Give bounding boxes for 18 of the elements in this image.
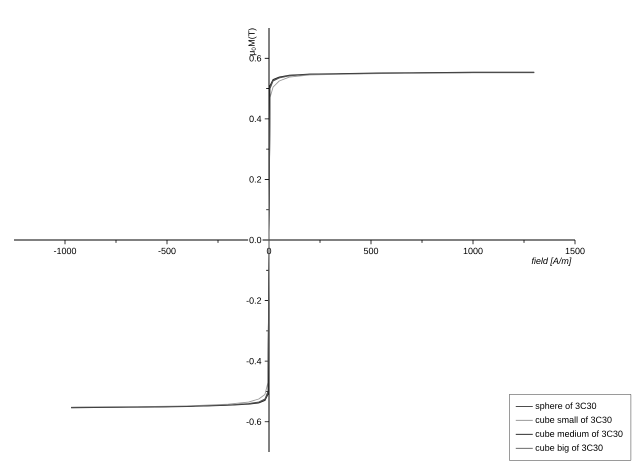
y-axis-title: μ$_{0}$M(T) — [248, 28, 257, 56]
x-axis-title: field [A/m] — [532, 257, 572, 266]
legend-label: cube medium of 3C30 — [536, 430, 623, 437]
x-tick-label: 500 — [364, 248, 378, 254]
x-tick-label: -1000 — [54, 248, 76, 254]
y-tick-label: -0.6 — [246, 418, 262, 425]
legend-label: cube small of 3C30 — [536, 416, 612, 423]
legend-label: cube big of 3C30 — [536, 444, 603, 453]
y-tick-label: 0.6 — [249, 55, 262, 62]
y-tick-label: -0.2 — [246, 297, 262, 304]
x-tick-label: -500 — [158, 248, 176, 254]
y-tick-label: 0.2 — [249, 176, 262, 183]
y-tick-label: 0.0 — [249, 236, 262, 244]
x-tick-label: 1000 — [464, 248, 483, 254]
y-tick-label: -0.4 — [246, 358, 262, 364]
legend-label: sphere of 3C30 — [535, 402, 596, 411]
x-tick-label: 1500 — [566, 248, 585, 254]
y-tick-label: 0.4 — [249, 116, 262, 122]
